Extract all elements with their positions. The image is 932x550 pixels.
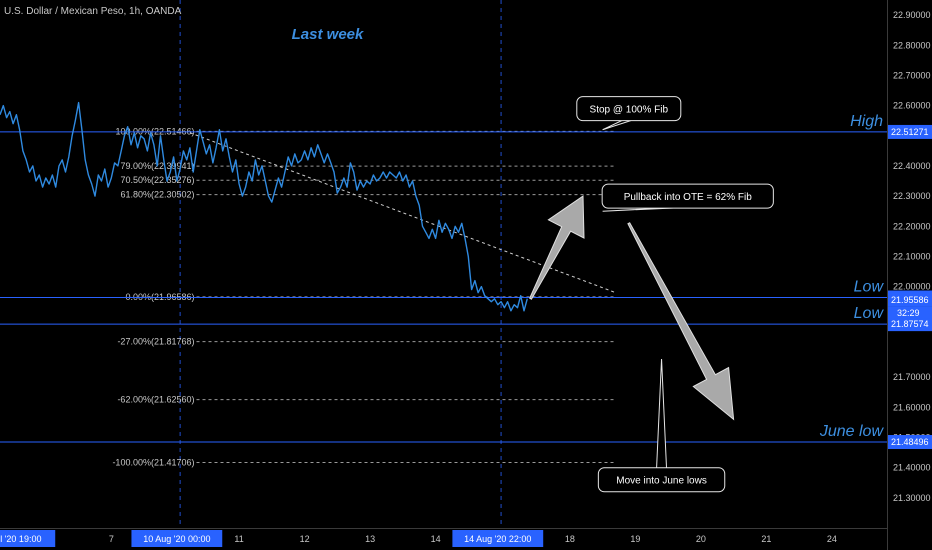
projection-arrow[interactable]	[627, 222, 735, 421]
fib-level-label: -62.00%(21.62560)	[117, 395, 194, 405]
time-tick-label: 18	[565, 534, 575, 544]
time-tag-label: 31 Jul '20 19:00	[0, 534, 41, 544]
fib-level-label: -100.00%(21.41706)	[112, 458, 194, 468]
price-tag-label: 21.87574	[891, 319, 929, 329]
time-tick-label: 13	[365, 534, 375, 544]
price-tag-label: 21.95586	[891, 295, 929, 305]
time-tick-label: 24	[827, 534, 837, 544]
annotations[interactable]: Last week Stop @ 100% Fib Pullback into OT…	[292, 26, 774, 493]
price-tick-label: 21.30000	[893, 493, 931, 503]
callout-june[interactable]: Move into June lows	[597, 359, 726, 493]
time-tick-label: 20	[696, 534, 706, 544]
price-tick-label: 22.40000	[893, 161, 931, 171]
level-name: High	[850, 113, 883, 130]
level-name: Low	[854, 279, 885, 296]
price-series-line	[0, 101, 528, 312]
fib-level-label: 61.80%(22.30502)	[120, 190, 194, 200]
price-tick-label: 22.00000	[893, 282, 931, 292]
callout-box	[576, 96, 682, 122]
time-tag[interactable]	[131, 530, 223, 547]
level-name: June low	[819, 423, 885, 440]
price-tick-label: 22.10000	[893, 251, 931, 261]
callout-text: Stop @ 100% Fib	[590, 105, 669, 116]
price-tag-label: 21.48496	[891, 437, 929, 447]
level-name: Low	[854, 305, 885, 322]
vertical-markers	[179, 0, 502, 528]
price-tick-label: 22.20000	[893, 221, 931, 231]
price-tick-label: 22.80000	[893, 40, 931, 50]
countdown-label: 32:29	[897, 308, 920, 318]
price-tag[interactable]	[888, 317, 932, 332]
time-tag-label: 14 Aug '20 22:00	[464, 534, 531, 544]
price-tick-label: 22.70000	[893, 70, 931, 80]
fib-level-label: 70.50%(22.35276)	[120, 175, 194, 185]
fib-level-label: -27.00%(21.81768)	[117, 337, 194, 347]
time-tick-label: 21	[761, 534, 771, 544]
time-tag[interactable]	[452, 530, 544, 547]
time-axis[interactable]: 31 Jul '20 19:00 7 10 Aug '20 00:00 11 12 13 1…	[0, 528, 887, 550]
symbol-title: U.S. Dollar / Mexican Peso, 1h, OANDA	[4, 6, 182, 17]
price-axis[interactable]: 22.90000 22.80000 22.70000 22.60000 22.40000…	[887, 0, 932, 550]
price-tick-label: 21.60000	[893, 402, 931, 412]
price-axis-bg	[887, 0, 932, 550]
price-tag[interactable]	[888, 435, 932, 450]
callout-text: Move into June lows	[616, 476, 707, 487]
time-tag-label: 10 Aug '20 00:00	[143, 534, 210, 544]
countdown-tag	[888, 306, 932, 319]
callout-pullback[interactable]: Pullback into OTE = 62% Fib	[601, 183, 774, 212]
price-tag[interactable]	[888, 292, 932, 307]
price-tag[interactable]	[888, 124, 932, 139]
callout-stop[interactable]: Stop @ 100% Fib	[576, 96, 682, 131]
time-tag[interactable]	[0, 530, 56, 547]
price-tag-label: 22.51271	[891, 127, 929, 137]
fib-level-label: 0.00%(21.96586)	[125, 292, 194, 302]
price-tick-label: 22.90000	[893, 10, 931, 20]
projection-arrows[interactable]	[529, 195, 735, 421]
time-tick-label: 14	[431, 534, 441, 544]
callout-text: Pullback into OTE = 62% Fib	[624, 192, 753, 203]
annotation-last-week: Last week	[292, 26, 364, 43]
projection-arrow[interactable]	[529, 195, 585, 300]
price-series	[0, 101, 528, 312]
time-tick-label: 7	[109, 534, 114, 544]
time-tick-label: 11	[234, 534, 243, 544]
price-tick-label: 22.30000	[893, 191, 931, 201]
price-tick-label: 22.60000	[893, 101, 931, 111]
callout-box	[597, 467, 726, 493]
callout-box	[601, 183, 774, 209]
horizontal-levels[interactable]: High Low Low June low	[0, 113, 887, 443]
time-tick-label: 19	[630, 534, 640, 544]
time-tick-label: 12	[300, 534, 310, 544]
price-tick-label: 21.40000	[893, 463, 931, 473]
fib-level-label: 100.00%(22.51466)	[115, 126, 194, 136]
price-tick-label: 21.70000	[893, 372, 931, 382]
